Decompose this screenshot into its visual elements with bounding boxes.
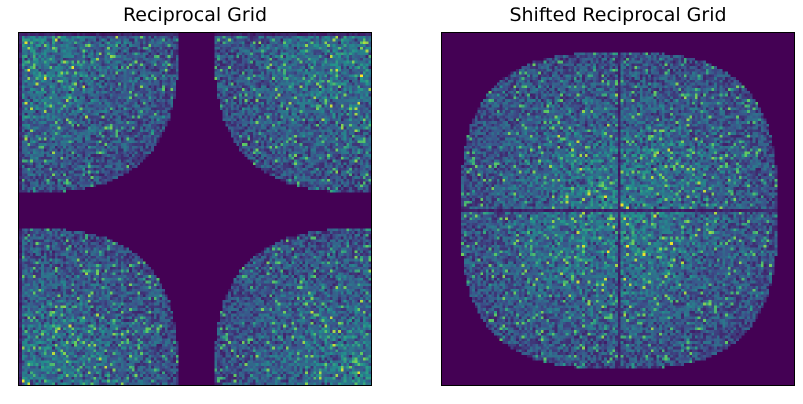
shifted-reciprocal-grid-heatmap [441, 32, 795, 386]
reciprocal-grid-panel: Reciprocal Grid [18, 4, 372, 386]
reciprocal-grid-heatmap [18, 32, 372, 386]
reciprocal-grid-title: Reciprocal Grid [122, 4, 268, 26]
shifted-reciprocal-grid-title: Shifted Reciprocal Grid [509, 4, 727, 26]
shifted-reciprocal-grid-panel: Shifted Reciprocal Grid [441, 4, 795, 386]
